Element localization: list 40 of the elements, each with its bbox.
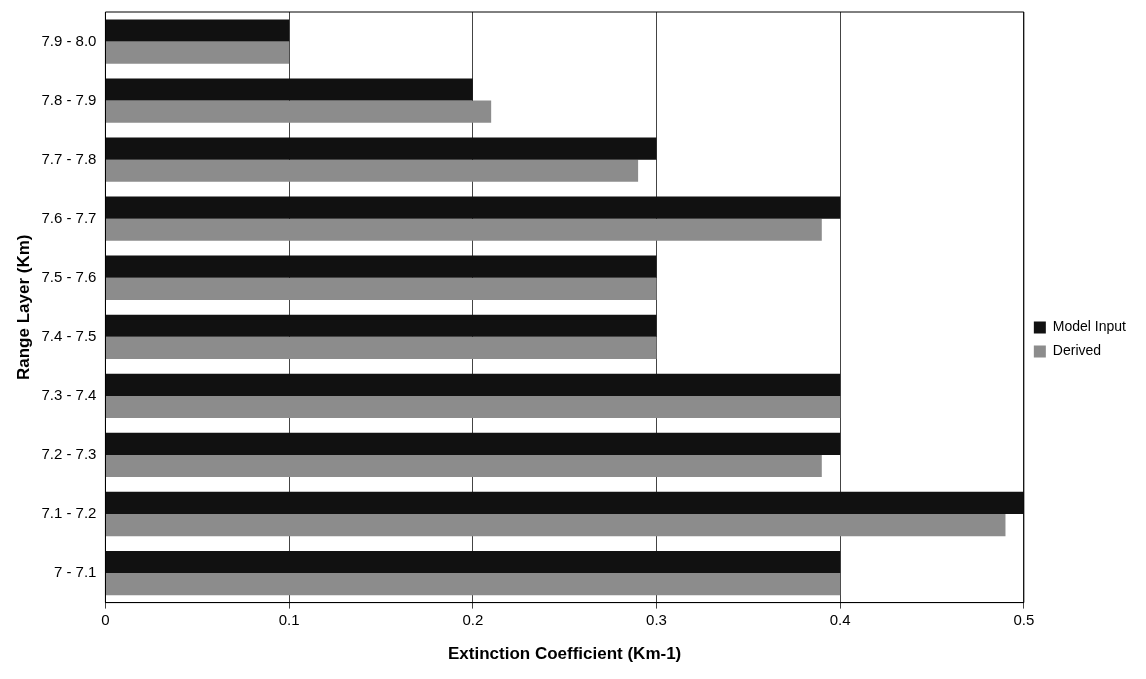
x-tick-label: 0.4 — [829, 610, 851, 628]
y-tick-label: 7.9 - 8.0 — [41, 31, 97, 49]
bar — [105, 78, 473, 101]
x-tick-label: 0.5 — [1013, 610, 1035, 628]
bar — [105, 277, 657, 300]
bar — [105, 514, 1006, 537]
y-tick-label: 7.4 - 7.5 — [41, 326, 97, 344]
bar — [105, 491, 1024, 515]
bar — [105, 218, 822, 241]
x-tick-label: 0.1 — [278, 610, 300, 628]
bar — [105, 196, 841, 219]
bar — [105, 100, 492, 123]
bar — [105, 137, 657, 160]
bar — [105, 550, 841, 574]
x-axis-title: Extinction Coefficient (Km-1) — [447, 644, 682, 664]
y-tick-label: 7.7 - 7.8 — [41, 149, 97, 167]
legend-label: Model Input — [1052, 318, 1127, 335]
y-tick-label: 7.3 - 7.4 — [41, 386, 97, 404]
bar — [105, 373, 841, 396]
bar — [105, 454, 822, 478]
bar — [105, 19, 290, 42]
bar — [105, 255, 657, 278]
bar — [105, 336, 657, 359]
bar — [105, 314, 657, 337]
x-tick-label: 0.3 — [646, 610, 667, 628]
y-tick-label: 7.1 - 7.2 — [41, 504, 97, 522]
bar — [105, 41, 290, 64]
y-tick-label: 7.6 - 7.7 — [41, 208, 97, 226]
bar — [105, 432, 841, 455]
y-tick-label: 7.2 - 7.3 — [41, 445, 97, 463]
y-tick-label: 7.5 - 7.6 — [41, 267, 97, 285]
y-tick-label: 7.8 - 7.9 — [41, 90, 97, 108]
y-axis-title: Range Layer (Km) — [13, 234, 33, 381]
y-tick-label: 7 - 7.1 — [53, 563, 97, 581]
bar — [105, 395, 841, 419]
legend-label: Derived — [1052, 342, 1102, 359]
x-tick-label: 0.2 — [462, 610, 484, 628]
bar — [105, 573, 841, 596]
x-tick-label: 0 — [101, 610, 110, 628]
bar — [105, 159, 639, 182]
